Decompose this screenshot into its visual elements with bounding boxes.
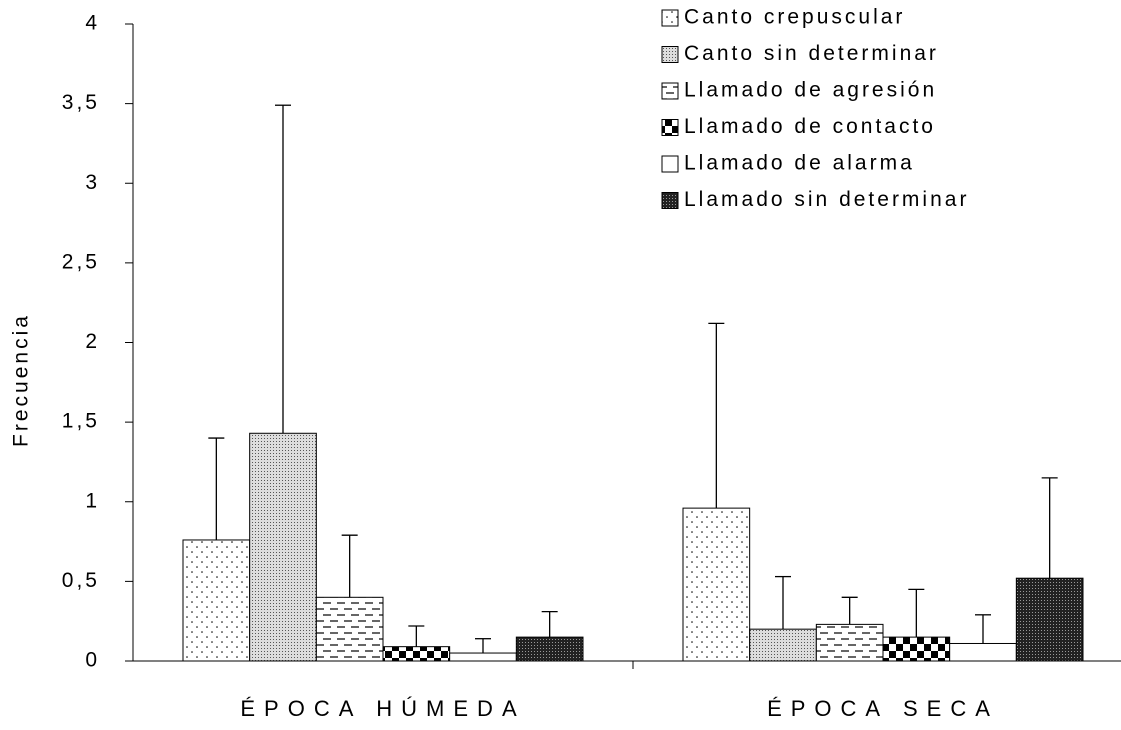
y-tick-label: 1,5 [62, 410, 100, 433]
y-tick-label: 3 [85, 171, 100, 194]
x-tick-label: ÉPOCA HÚMEDA [240, 696, 525, 721]
x-tick-label: ÉPOCA SECA [767, 696, 999, 721]
y-tick-label: 2,5 [62, 250, 100, 273]
bar [449, 652, 517, 662]
legend-swatch [661, 46, 679, 63]
y-axis-title: Frecuencia [10, 313, 33, 447]
bar [382, 646, 451, 662]
legend-label: Llamado de alarma [684, 152, 915, 175]
bar [1015, 577, 1084, 662]
legend-label: Canto crepuscular [684, 6, 905, 29]
legend-swatch [661, 82, 679, 100]
bar [249, 432, 317, 662]
legend-label: Llamado de agresión [684, 79, 937, 102]
legend-swatch [661, 155, 679, 173]
legend-swatch [661, 192, 679, 209]
y-tick-label: 1 [85, 489, 100, 512]
y-tick-label: 3,5 [62, 91, 100, 114]
bar [815, 623, 884, 662]
bar [682, 507, 751, 662]
legend-label: Llamado sin determinar [684, 188, 969, 211]
bar [315, 596, 384, 662]
bar [749, 628, 817, 662]
legend-label: Canto sin determinar [684, 42, 939, 65]
bar [515, 636, 584, 662]
y-tick-label: 0,5 [62, 569, 100, 592]
bar [949, 642, 1017, 662]
bar [882, 636, 951, 662]
y-tick-label: 0 [85, 649, 100, 672]
y-tick-label: 2 [85, 330, 100, 353]
y-tick-label: 4 [85, 12, 100, 35]
legend-swatch [661, 119, 679, 136]
bar [182, 539, 251, 662]
legend-label: Llamado de contacto [684, 115, 936, 138]
legend-swatch [661, 9, 679, 27]
